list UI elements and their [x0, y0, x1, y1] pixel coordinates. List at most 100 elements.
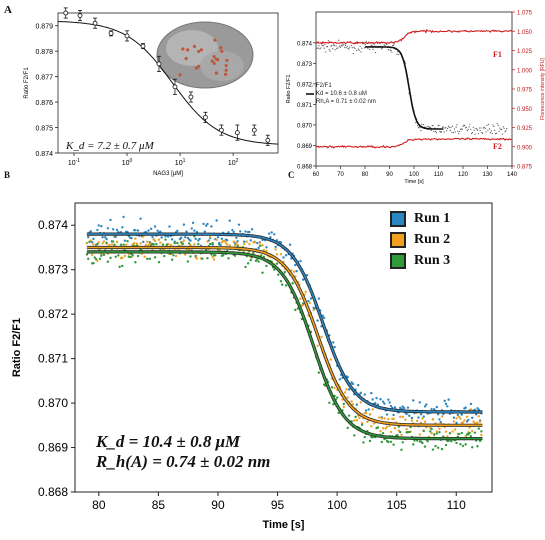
panel-c-point-run-3 — [422, 429, 425, 433]
panel-c-point-run-2 — [463, 419, 466, 422]
panel-c-point-run-1 — [321, 314, 325, 318]
panel-c-point-run-3 — [353, 434, 356, 437]
panel-b-ratio-point — [333, 44, 335, 46]
panel-c-point-run-2 — [316, 344, 319, 347]
panel-b-y-tick-label: 0.873 — [297, 62, 313, 68]
panel-b-y-tick-label: 0.870 — [297, 123, 313, 129]
panel-b-x-tick-label: 110 — [434, 172, 444, 178]
panel-c-point-run-3 — [211, 242, 214, 245]
panel-b-ratio-point — [380, 48, 383, 50]
panel-c-point-run-2 — [233, 244, 237, 247]
panel-c-point-run-3 — [131, 254, 134, 257]
panel-c-point-run-2 — [381, 427, 385, 430]
panel-c-point-run-2 — [134, 237, 137, 240]
panel-c-point-run-1 — [166, 235, 170, 238]
panel-c-point-run-2 — [410, 419, 414, 422]
panel-a-x-tick-label: 102 — [228, 158, 239, 167]
panel-b-y2-tick-label: 1.025 — [517, 49, 533, 55]
panel-b-ratio-point — [488, 128, 491, 130]
panel-c-point-run-2 — [418, 433, 421, 436]
panel-c-point-run-1 — [189, 239, 192, 242]
panel-b-ratio-point — [367, 47, 369, 49]
panel-c-point-run-3 — [98, 257, 102, 261]
panel-c-point-run-1 — [405, 412, 408, 416]
panel-b-ratio-point — [457, 130, 459, 132]
panel-c-point-run-2 — [384, 427, 387, 430]
panel-c-point-run-3 — [265, 264, 268, 268]
ligand-atom-icon — [210, 59, 214, 63]
panel-b-ratio-point — [470, 128, 472, 131]
panel-c-point-run-1 — [333, 345, 336, 349]
panel-c-point-run-1 — [446, 405, 449, 408]
panel-c-point-run-2 — [242, 242, 246, 246]
panel-c-fit-line-run-3 — [86, 251, 483, 440]
fit-legend-rh: Rh,A = 0.71 ± 0.02 nm — [316, 99, 376, 105]
panel-c-point-run-3 — [460, 431, 463, 435]
panel-b-ratio-point — [417, 127, 420, 129]
panel-c-point-run-1 — [455, 421, 458, 425]
panel-b-ratio-point — [420, 130, 422, 132]
fit-legend-kd: Kd = 10.6 ± 0.8 uM — [316, 91, 367, 97]
panel-a-y-tick-label: 0.877 — [35, 75, 53, 82]
panel-c-point-run-3 — [197, 242, 200, 246]
panel-c-point-run-3 — [257, 260, 260, 263]
panel-b-ratio-point — [374, 52, 377, 54]
panel-c-point-run-1 — [305, 273, 309, 277]
panel-b-ratio-point — [453, 128, 456, 130]
panel-c-point-run-1 — [248, 230, 251, 234]
panel-c-point-run-1 — [401, 405, 404, 408]
panel-c-point-run-1 — [439, 420, 442, 424]
panel-b-ratio-point — [346, 45, 348, 47]
panel-c-point-run-1 — [406, 406, 410, 409]
panel-c-point-run-1 — [417, 416, 420, 419]
panel-c-point-run-2 — [440, 415, 444, 418]
panel-c-point-run-1 — [168, 225, 171, 228]
panel-c-point-run-3 — [126, 239, 129, 243]
panel-c-point-run-2 — [476, 421, 479, 424]
panel-a-data-point — [92, 20, 98, 26]
panel-b-ratio-point — [493, 125, 495, 128]
panel-c-point-run-2 — [455, 417, 458, 420]
panel-c-point-run-3 — [173, 241, 176, 245]
panel-c-y-tick-label: 0.873 — [38, 263, 68, 277]
panel-a-x-tick-exponent: 1 — [183, 158, 186, 164]
panel-c-point-run-1 — [87, 235, 90, 239]
panel-c-point-run-2 — [398, 415, 402, 418]
panel-b-ratio-point — [356, 42, 359, 45]
panel-b-f1-label: F1 — [493, 50, 502, 59]
panel-b-ratio-point — [426, 126, 428, 128]
panel-c-point-run-1 — [106, 227, 110, 230]
panel-c-point-run-2 — [132, 241, 136, 245]
panel-b-ratio-point — [506, 128, 508, 130]
panel-c-point-run-2 — [320, 335, 323, 339]
panel-b-ratio-point — [335, 45, 337, 47]
panel-c-point-run-3 — [294, 308, 297, 312]
panel-c-point-run-3 — [210, 253, 213, 256]
panel-b-ratio-point — [318, 45, 320, 47]
panel-b-ratio-point — [503, 127, 505, 129]
panel-c-point-run-1 — [180, 236, 183, 239]
panel-c-point-run-3 — [459, 443, 462, 446]
panel-b-ratio-point — [370, 44, 372, 46]
panel-c-point-run-1 — [402, 407, 406, 410]
panel-c-point-run-1 — [210, 225, 213, 228]
panel-c-point-run-2 — [446, 435, 449, 438]
panel-c-point-run-2 — [85, 241, 89, 245]
panel-c-point-run-2 — [438, 427, 441, 431]
panel-b-ratio-point — [473, 129, 475, 131]
panel-c-point-run-1 — [160, 236, 163, 239]
panel-b-x-tick-label: 60 — [313, 172, 320, 178]
panel-c-point-run-2 — [279, 252, 283, 256]
panel-a-y-tick-label: 0.876 — [35, 100, 53, 107]
ligand-atom-icon — [197, 49, 201, 54]
panel-c-point-run-1 — [244, 230, 247, 233]
panel-c-point-run-2 — [235, 241, 238, 244]
panel-a-y-tick-label: 0.878 — [35, 49, 53, 56]
panel-c-point-run-1 — [134, 228, 137, 232]
panel-c-point-run-3 — [376, 426, 380, 429]
panel-c-point-run-3 — [201, 257, 204, 260]
panel-b-ratio-point — [351, 47, 353, 49]
panel-c-point-run-2 — [377, 416, 381, 419]
panel-b-ratio-point — [416, 124, 419, 127]
panel-c-point-run-2 — [182, 239, 186, 242]
